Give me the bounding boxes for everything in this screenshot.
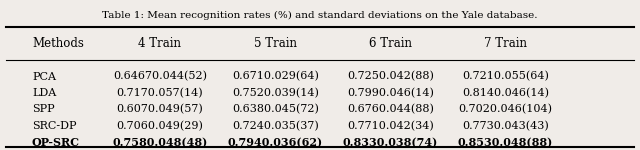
Text: 0.7060.049(29): 0.7060.049(29)	[116, 121, 204, 131]
Text: 0.7730.043(43): 0.7730.043(43)	[462, 121, 549, 131]
Text: PCA: PCA	[32, 72, 56, 81]
Text: 0.6380.045(72): 0.6380.045(72)	[232, 104, 319, 115]
Text: Methods: Methods	[32, 37, 84, 50]
Text: 0.6760.044(88): 0.6760.044(88)	[347, 104, 434, 115]
Text: SRC-DP: SRC-DP	[32, 121, 77, 131]
Text: 0.64670.044(52): 0.64670.044(52)	[113, 71, 207, 82]
Text: 0.7580.048(48): 0.7580.048(48)	[113, 137, 207, 148]
Text: 0.6710.029(64): 0.6710.029(64)	[232, 71, 319, 82]
Text: 0.7710.042(34): 0.7710.042(34)	[347, 121, 434, 131]
Text: 0.8530.048(88): 0.8530.048(88)	[458, 137, 553, 148]
Text: Table 1: Mean recognition rates (%) and standard deviations on the Yale database: Table 1: Mean recognition rates (%) and …	[102, 11, 538, 20]
Text: 5 Train: 5 Train	[253, 37, 297, 50]
Text: 4 Train: 4 Train	[138, 37, 182, 50]
Text: 0.7170.057(14): 0.7170.057(14)	[116, 88, 204, 98]
Text: 6 Train: 6 Train	[369, 37, 412, 50]
Text: 0.7990.046(14): 0.7990.046(14)	[347, 88, 434, 98]
Text: 0.7520.039(14): 0.7520.039(14)	[232, 88, 319, 98]
Text: SPP: SPP	[32, 105, 54, 114]
Text: 0.7210.055(64): 0.7210.055(64)	[462, 71, 549, 82]
Text: 0.7940.036(62): 0.7940.036(62)	[228, 137, 323, 148]
Text: 0.8140.046(14): 0.8140.046(14)	[462, 88, 549, 98]
Text: 0.7240.035(37): 0.7240.035(37)	[232, 121, 319, 131]
Text: LDA: LDA	[32, 88, 56, 98]
Text: 7 Train: 7 Train	[484, 37, 527, 50]
Text: 0.6070.049(57): 0.6070.049(57)	[116, 104, 204, 115]
Text: OP-SRC: OP-SRC	[32, 137, 80, 148]
Text: 0.7020.046(104): 0.7020.046(104)	[459, 104, 552, 115]
Text: 0.8330.038(74): 0.8330.038(74)	[343, 137, 438, 148]
Text: 0.7250.042(88): 0.7250.042(88)	[347, 71, 434, 82]
